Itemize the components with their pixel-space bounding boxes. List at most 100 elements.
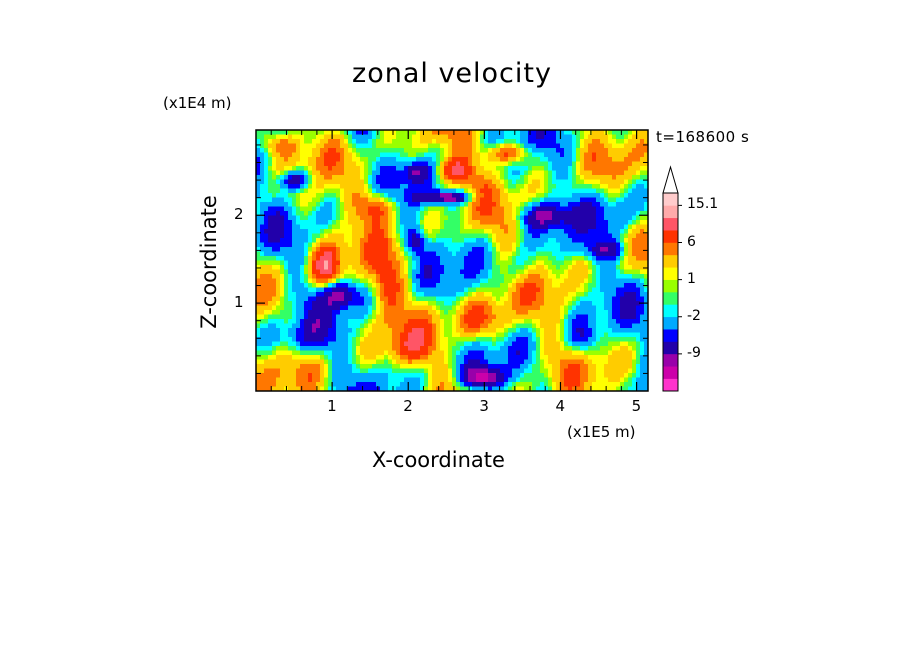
field-cell bbox=[572, 202, 577, 207]
field-cell bbox=[488, 314, 493, 320]
field-cell bbox=[396, 350, 401, 356]
field-cell bbox=[304, 224, 309, 230]
field-cell bbox=[628, 332, 633, 338]
field-cell bbox=[600, 278, 605, 284]
field-cell bbox=[352, 346, 357, 351]
field-cell bbox=[628, 287, 633, 293]
field-cell bbox=[468, 139, 473, 144]
field-cell bbox=[320, 130, 325, 135]
field-cell bbox=[388, 328, 393, 333]
field-cell bbox=[456, 139, 461, 144]
field-cell bbox=[348, 274, 353, 279]
field-cell bbox=[584, 139, 589, 144]
field-cell bbox=[476, 323, 481, 329]
field-cell bbox=[456, 238, 461, 243]
field-cell bbox=[588, 143, 593, 149]
field-cell bbox=[596, 341, 601, 347]
field-cell bbox=[272, 238, 277, 243]
field-cell bbox=[256, 350, 261, 356]
field-cell bbox=[320, 202, 325, 207]
field-cell bbox=[608, 269, 613, 275]
field-cell bbox=[528, 355, 533, 360]
field-cell bbox=[572, 188, 577, 194]
field-cell bbox=[504, 148, 509, 153]
field-cell bbox=[388, 314, 393, 320]
field-cell bbox=[548, 197, 553, 203]
field-cell bbox=[520, 296, 525, 302]
field-cell bbox=[524, 193, 529, 198]
field-cell bbox=[400, 247, 405, 252]
field-cell bbox=[408, 332, 413, 338]
field-cell bbox=[316, 229, 321, 234]
field-cell bbox=[444, 161, 449, 167]
field-cell bbox=[500, 341, 505, 347]
field-cell bbox=[516, 215, 521, 221]
field-cell bbox=[600, 184, 605, 189]
field-cell bbox=[404, 220, 409, 225]
field-cell bbox=[376, 211, 381, 216]
field-cell bbox=[556, 292, 561, 297]
field-cell bbox=[552, 157, 557, 162]
field-cell bbox=[584, 301, 589, 306]
field-cell bbox=[256, 184, 261, 189]
field-cell bbox=[632, 323, 637, 329]
field-cell bbox=[596, 229, 601, 234]
field-cell bbox=[548, 202, 553, 207]
field-cell bbox=[576, 238, 581, 243]
field-cell bbox=[296, 269, 301, 275]
field-cell bbox=[592, 283, 597, 288]
field-cell bbox=[396, 134, 401, 140]
field-cell bbox=[260, 278, 265, 284]
field-cell bbox=[576, 260, 581, 266]
field-cell bbox=[600, 242, 605, 248]
field-cell bbox=[584, 170, 589, 176]
field-cell bbox=[336, 314, 341, 320]
field-cell bbox=[496, 269, 501, 275]
field-cell bbox=[532, 350, 537, 356]
field-cell bbox=[600, 152, 605, 158]
field-cell bbox=[444, 260, 449, 266]
field-cell bbox=[548, 337, 553, 342]
field-cell bbox=[264, 251, 269, 257]
field-cell bbox=[612, 166, 617, 171]
field-cell bbox=[400, 283, 405, 288]
field-cell bbox=[420, 332, 425, 338]
field-cell bbox=[344, 260, 349, 266]
field-cell bbox=[336, 323, 341, 329]
field-cell bbox=[300, 206, 305, 212]
field-cell bbox=[420, 220, 425, 225]
field-cell bbox=[512, 202, 517, 207]
field-cell bbox=[632, 305, 637, 311]
field-cell bbox=[284, 305, 289, 311]
field-cell bbox=[480, 247, 485, 252]
field-cell bbox=[564, 332, 569, 338]
field-cell bbox=[448, 130, 453, 135]
field-cell bbox=[596, 242, 601, 248]
field-cell bbox=[328, 206, 333, 212]
field-cell bbox=[336, 350, 341, 356]
field-cell bbox=[524, 278, 529, 284]
field-cell bbox=[288, 175, 293, 180]
field-cell bbox=[404, 238, 409, 243]
field-cell bbox=[584, 166, 589, 171]
field-cell bbox=[608, 305, 613, 311]
field-cell bbox=[264, 292, 269, 297]
field-cell bbox=[548, 301, 553, 306]
field-cell bbox=[560, 350, 565, 356]
field-cell bbox=[372, 332, 377, 338]
field-cell bbox=[616, 323, 621, 329]
field-cell bbox=[568, 143, 573, 149]
field-cell bbox=[536, 220, 541, 225]
field-cell bbox=[516, 265, 521, 270]
field-cell bbox=[644, 278, 648, 284]
field-cell bbox=[488, 319, 493, 324]
field-cell bbox=[508, 184, 513, 189]
field-cell bbox=[312, 166, 317, 171]
field-cell bbox=[424, 314, 429, 320]
field-cell bbox=[572, 242, 577, 248]
field-cell bbox=[548, 134, 553, 140]
field-cell bbox=[424, 355, 429, 360]
field-cell bbox=[544, 332, 549, 338]
field-cell bbox=[412, 323, 417, 329]
field-cell bbox=[352, 274, 357, 279]
